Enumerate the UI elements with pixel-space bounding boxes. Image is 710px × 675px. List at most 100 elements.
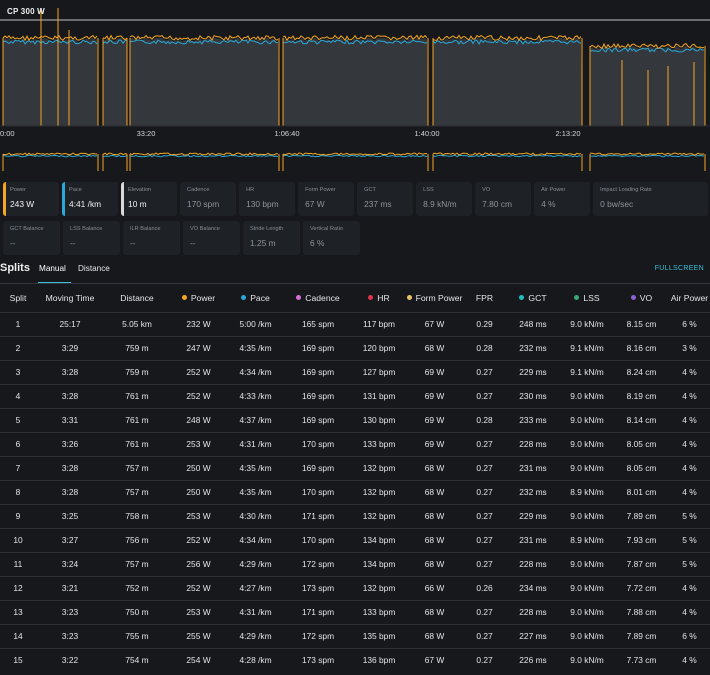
table-cell: 8 [0,479,36,504]
table-row[interactable]: 9 3:25 758 m 253 W 4:30 /km 171 spm 132 bpm 68 … [0,503,710,528]
table-cell: 227 ms [506,623,560,648]
table-row[interactable]: 13 3:23 750 m 253 W 4:31 /km 171 spm 133 bpm 68… [0,599,710,624]
metric-tile-pace[interactable]: Pace 4:41 /km [62,182,119,216]
table-cell: 173 spm [284,647,352,672]
table-cell: 8.24 cm [614,359,669,384]
metric-tile-lss[interactable]: LSS 8.9 kN/m [416,182,473,216]
metric-tile-air-power[interactable]: Air Power 4 % [534,182,591,216]
metric-tile-lss-balance[interactable]: LSS Balance -- [63,221,120,255]
column-header[interactable]: Form Power [406,285,463,312]
metric-tile-power[interactable]: Power 243 W [3,182,60,216]
metric-tile-ilr-balance[interactable]: ILR Balance -- [123,221,180,255]
table-cell: 68 W [406,503,463,528]
metric-tile-gct-balance[interactable]: GCT Balance -- [3,221,60,255]
column-header-label: GCT [528,293,547,304]
table-cell: 4 [0,383,36,408]
metric-label: GCT [364,187,376,193]
column-header[interactable]: Moving Time [36,285,104,312]
table-cell: 130 bpm [352,407,406,432]
power-series-line [2,34,98,42]
table-row[interactable]: 8 3:28 757 m 250 W 4:35 /km 170 spm 132 bpm 68 … [0,479,710,504]
table-row[interactable]: 2 3:29 759 m 247 W 4:35 /km 169 spm 120 bpm 68 … [0,335,710,360]
table-cell: 68 W [406,335,463,360]
table-row[interactable]: 5 3:31 761 m 248 W 4:37 /km 169 spm 130 bpm 69 … [0,407,710,432]
series-dot-icon [181,295,187,301]
table-row[interactable]: 1 25:17 5.05 km 232 W 5:00 /km 165 spm 117 bpm… [0,311,710,336]
table-cell: 8.05 cm [614,455,669,480]
table-cell: 252 W [170,359,227,384]
metric-tile-cadence[interactable]: Cadence 170 spm [180,182,237,216]
table-row[interactable]: 3 3:28 759 m 252 W 4:34 /km 169 spm 127 bpm 69 … [0,359,710,384]
overview-plot[interactable] [0,145,710,175]
table-cell: 0.27 [463,359,506,384]
table-row[interactable]: 11 3:24 757 m 256 W 4:29 /km 172 spm 134 bpm 68… [0,551,710,576]
table-cell: 170 spm [284,431,352,456]
table-cell: 3:22 [36,647,104,672]
metric-tile-vo[interactable]: VO 7.80 cm [475,182,532,216]
fullscreen-button[interactable]: FULLSCREEN [654,265,704,272]
column-header[interactable]: Cadence [284,285,352,312]
column-header[interactable]: Distance [104,285,170,312]
metric-label: Form Power [305,187,336,193]
table-cell: 3:31 [36,407,104,432]
table-row[interactable]: 12 3:21 752 m 252 W 4:27 /km 173 spm 132 bpm 66… [0,575,710,600]
pace-series-line [432,39,582,46]
tab-distance[interactable]: Distance [78,264,110,273]
table-cell: 6 [0,431,36,456]
table-cell: 9.0 kN/m [560,383,614,408]
column-header-label: Moving Time [45,293,95,304]
column-header[interactable]: Split [0,285,36,312]
table-cell: 8.05 cm [614,431,669,456]
table-cell: 757 m [104,551,170,576]
column-header[interactable]: Power [170,285,227,312]
column-header[interactable]: VO [614,285,669,312]
table-cell: 171 spm [284,503,352,528]
column-header[interactable]: HR [352,285,406,312]
table-cell: 4 % [669,455,710,480]
overview-power-line [2,152,97,156]
column-header[interactable]: LSS [560,285,614,312]
table-row[interactable]: 10 3:27 756 m 252 W 4:34 /km 170 spm 134 bpm 68… [0,527,710,552]
column-header-label: Distance [120,293,154,304]
column-header[interactable]: FPR [463,285,506,312]
table-cell: 4:35 /km [227,455,284,480]
table-cell: 4:28 /km [227,647,284,672]
table-row[interactable]: 7 3:28 757 m 250 W 4:35 /km 169 spm 132 bpm 68 … [0,455,710,480]
tab-manual[interactable]: Manual [39,264,66,273]
metric-tile-impact-loading-rate[interactable]: Impact Loading Rate 0 bw/sec [593,182,708,216]
column-header[interactable]: Pace [227,285,284,312]
power-series-line [129,34,279,42]
table-cell: 3:24 [36,551,104,576]
splits-table: Split Moving Time Distance Power Pace Cadence… [0,285,710,672]
column-header-label: Cadence [305,293,340,304]
column-header-label: Power [190,293,216,304]
table-row[interactable]: 14 3:23 755 m 255 W 4:29 /km 172 spm 135 bpm 68… [0,623,710,648]
table-row[interactable]: 15 3:22 754 m 254 W 4:28 /km 173 spm 136 bpm 67… [0,647,710,672]
table-row[interactable]: 6 3:26 761 m 253 W 4:31 /km 170 spm 133 bpm 69 … [0,431,710,456]
chart-plot-area[interactable] [0,0,710,140]
metric-label: VO [482,187,491,193]
metric-tile-elevation[interactable]: Elevation 10 m [121,182,178,216]
column-header[interactable]: Air Power [669,285,710,312]
metric-tile-vertical-ratio[interactable]: Vertical Ratio 6 % [303,221,360,255]
metric-tile-gct[interactable]: GCT 237 ms [357,182,414,216]
metric-tile-hr[interactable]: HR 130 bpm [239,182,296,216]
overview-chart[interactable] [0,145,710,175]
pace-series-line [129,39,279,45]
metric-tile-form-power[interactable]: Form Power 67 W [298,182,355,216]
column-header[interactable]: GCT [506,285,560,312]
power-pace-chart[interactable]: CP 300 W 0:00 33:20 1:06:40 1:40:00 2:13… [0,0,710,140]
table-cell: 4:35 /km [227,335,284,360]
table-cell: 67 W [406,311,463,336]
table-cell: 169 spm [284,359,352,384]
table-cell: 248 W [170,407,227,432]
column-header-label: LSS [583,293,600,304]
metric-value: 7.80 cm [482,199,512,209]
metric-tile-vo-balance[interactable]: VO Balance -- [183,221,240,255]
metric-label: Pace [69,187,82,193]
table-cell: 5 % [669,551,710,576]
table-cell: 761 m [104,383,170,408]
metric-value: -- [190,238,196,248]
table-row[interactable]: 4 3:28 761 m 252 W 4:33 /km 169 spm 131 bpm 69 … [0,383,710,408]
metric-tile-stride-length[interactable]: Stride Length 1.25 m [243,221,300,255]
